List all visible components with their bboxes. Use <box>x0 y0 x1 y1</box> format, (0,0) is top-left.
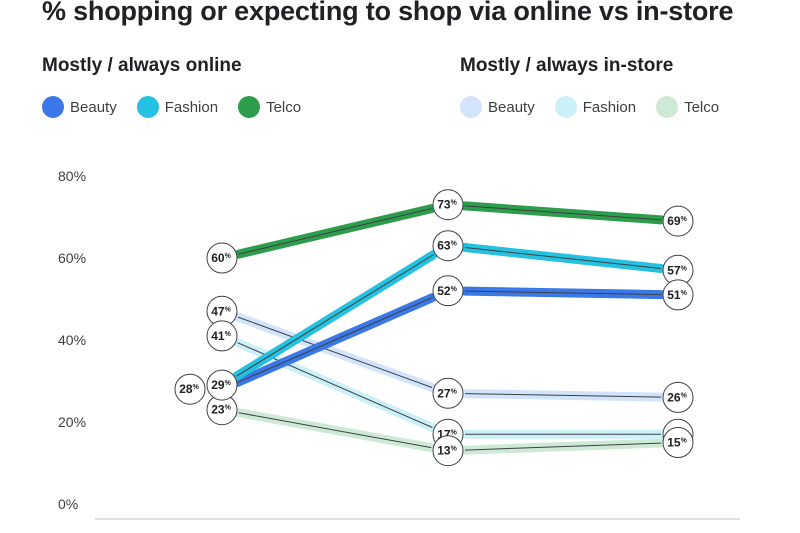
series-line-core <box>237 316 433 388</box>
legend-label: Telco <box>266 98 302 116</box>
legend-label: Fashion <box>582 98 637 116</box>
label-circle <box>206 242 238 274</box>
instore-group-title: Mostly / always in-store <box>460 55 674 76</box>
data-label-extra: 57% <box>662 254 694 286</box>
legend-item-online-telco: Telco <box>238 96 301 118</box>
data-label-fashion: 63% <box>432 230 464 262</box>
label-circle <box>174 373 206 405</box>
instore-legend: Beauty Fashion Telco <box>460 96 739 118</box>
label-circle <box>662 381 694 413</box>
data-label-telco: 15% <box>662 427 694 458</box>
series-line-core <box>464 442 662 451</box>
series-line-core <box>464 290 662 296</box>
legend-swatch <box>554 96 577 118</box>
online-group-title: Mostly / always online <box>42 55 242 76</box>
label-circle <box>432 435 464 467</box>
series-line-core <box>238 208 432 255</box>
data-label-telco: 60% <box>206 242 238 274</box>
legend-label: Beauty <box>488 98 535 116</box>
legend-item-online-fashion: Fashion <box>136 96 219 118</box>
legend-item-instore-telco: Telco <box>656 96 719 118</box>
series-line-core <box>236 254 434 377</box>
label-circle <box>662 279 694 311</box>
data-label-beauty: 47% <box>206 295 238 327</box>
series-line-core <box>238 412 432 449</box>
data-label-fashion: 41% <box>206 320 238 352</box>
y-tick-label: 60% <box>58 250 86 266</box>
legend-swatch <box>42 96 64 118</box>
label-circle <box>432 230 464 262</box>
legend-swatch <box>136 96 159 118</box>
label-circle <box>432 189 464 221</box>
label-circle <box>206 369 238 401</box>
series-line-core <box>464 205 662 221</box>
data-label-telco: 73% <box>432 189 464 221</box>
y-tick-label: 0% <box>58 496 78 512</box>
label-circle <box>206 320 238 352</box>
online-legend: Beauty Fashion Telco <box>42 96 321 118</box>
y-tick-label: 40% <box>58 332 86 348</box>
legend-label: Telco <box>684 98 720 116</box>
series-line-core <box>464 247 662 269</box>
legend-item-instore-fashion: Fashion <box>554 96 637 118</box>
legend-swatch <box>656 96 679 118</box>
point-labels: 47%27%26%41%17%17%23%13%15%28%52%29%63%6… <box>174 189 694 467</box>
data-label-beauty: 27% <box>432 377 464 409</box>
y-tick-label: 20% <box>58 414 86 430</box>
label-circle <box>662 205 694 237</box>
legend-swatch <box>460 96 482 118</box>
data-label-beauty: 28% <box>174 373 206 405</box>
data-label-beauty: 26% <box>662 381 694 413</box>
legend-item-instore-beauty: Beauty <box>460 96 535 118</box>
data-label-telco: 69% <box>662 205 694 237</box>
chart-title: % shopping or expecting to shop via onli… <box>42 0 734 26</box>
data-label-fashion: 29% <box>206 369 238 401</box>
data-label-telco: 13% <box>432 435 464 467</box>
y-tick-label: 80% <box>58 168 86 184</box>
series-line-core <box>464 393 662 398</box>
series-lines <box>231 201 666 455</box>
label-circle <box>662 427 694 458</box>
legend-label: Beauty <box>70 98 117 116</box>
data-label-extra: 51% <box>662 279 694 311</box>
series-line-core <box>237 297 433 383</box>
label-circle <box>432 377 464 409</box>
data-label-beauty: 52% <box>432 275 464 307</box>
label-circle <box>432 275 464 307</box>
legend-item-online-beauty: Beauty <box>42 96 117 118</box>
legend-label: Fashion <box>164 98 219 116</box>
legend-swatch <box>238 96 261 118</box>
